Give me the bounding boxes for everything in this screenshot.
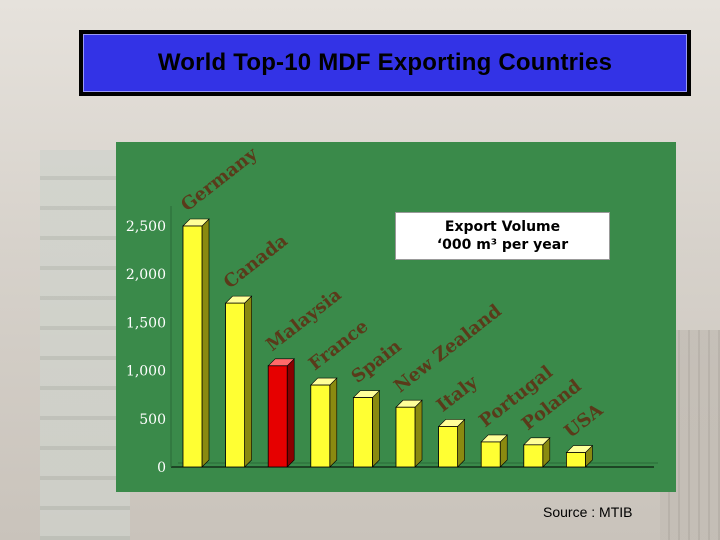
title-banner-inner: World Top-10 MDF Exporting Countries [83,34,687,92]
bar [565,452,586,468]
y-tick-label: 2,500 [126,219,166,235]
bar-side [372,389,380,468]
bar [395,406,416,468]
y-tick-label: 1,500 [126,315,166,331]
bar [523,444,544,468]
y-tick-label: 0 [157,460,166,476]
category-label: Italy [433,371,482,416]
bar [352,397,373,468]
category-label: Canada [220,230,292,293]
bar-chart: 05001,0001,5002,0002,500GermanyCanadaMal… [126,143,658,476]
slide-title: World Top-10 MDF Exporting Countries [157,49,613,76]
category-label: Germany [177,143,262,216]
background-building [40,150,130,540]
bar-side [244,295,252,468]
bar-side [329,377,338,468]
bar [438,426,459,468]
y-tick-label: 2,000 [126,267,166,283]
bar [267,365,288,468]
bar-side [457,418,465,468]
legend-line-1: Export Volume [444,219,561,235]
bar [310,384,331,468]
chart-panel: 0 500 1,000 1,500 2,000 2,500 Germany Canada Mal… [116,142,676,492]
bar-side [414,399,423,468]
category-label: New Zealand [390,300,506,397]
source-note: Source : MTIB [543,504,633,520]
legend-line-2: ‘000 m³ per year [436,237,569,253]
y-tick-label: 500 [139,412,166,428]
bar [480,441,501,468]
bar [225,302,245,468]
chart-legend: Export Volume ‘000 m³ per year [395,212,610,260]
bar-side [286,358,295,468]
title-banner: World Top-10 MDF Exporting Countries [79,30,691,96]
bar [182,225,203,468]
bar-side [201,218,210,468]
y-tick-label: 1,000 [126,364,166,380]
